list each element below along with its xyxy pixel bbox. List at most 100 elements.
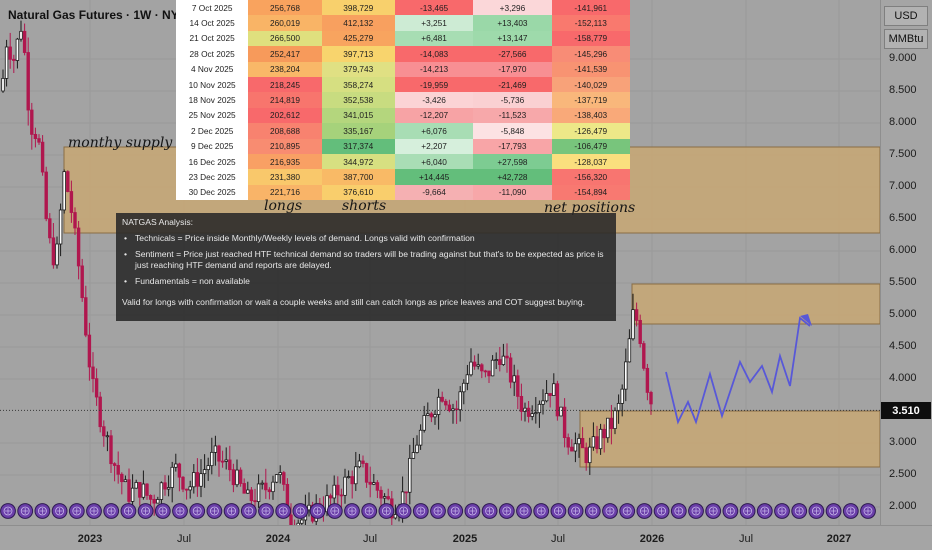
cot-row: 9 Dec 2025 210,895 317,374 +2,207 -17,793 -10… [176, 138, 630, 154]
time-tick: 2026 [639, 533, 665, 545]
candle-body [566, 437, 570, 448]
time-tick: Jul [362, 533, 378, 545]
candle-body [375, 482, 380, 491]
cot-row: 7 Oct 2025 256,768 398,729 -13,465 +3,296 -14… [176, 0, 630, 16]
candle-body [181, 476, 185, 490]
candle-body [328, 495, 333, 499]
candle-body [530, 413, 534, 417]
cot-cell-net: -152,113 [551, 15, 630, 31]
candle-body [440, 396, 444, 402]
candle-body [192, 472, 196, 488]
candle-body [357, 460, 362, 468]
price-axis[interactable]: USD MMBtu 9.000 8.500 8.000 7.500 7.000 6.500… [880, 0, 932, 525]
event-marker-icon [313, 506, 323, 516]
cot-cell-longs: 260,019 [248, 15, 322, 31]
event-marker-icon [640, 506, 649, 516]
candle-body [44, 171, 48, 220]
cot-cell-chg1: -9,664 [394, 184, 474, 201]
candle-body [84, 297, 88, 336]
candle-body [217, 445, 221, 462]
candle-body [271, 481, 275, 493]
cot-cell-chg1: +6,481 [394, 30, 474, 47]
candle-body [436, 396, 441, 415]
symbol-title[interactable]: Natural Gas Futures · 1W · NYMEX [8, 8, 205, 22]
time-tick: 2027 [826, 533, 852, 545]
event-marker-icon [726, 506, 735, 516]
cot-cell-shorts: 335,167 [321, 123, 395, 139]
event-marker-icon [227, 506, 237, 516]
candle-body [177, 463, 182, 478]
candle-body [170, 466, 174, 488]
candle-body [256, 483, 261, 503]
candle-body [498, 359, 502, 365]
candle-body [519, 395, 524, 412]
candle-body [26, 52, 30, 111]
unit-button[interactable]: MMBtu [884, 29, 928, 49]
time-tick: 2025 [452, 533, 478, 545]
candle-body [238, 469, 243, 484]
candle-body [534, 412, 538, 415]
chart-plot-area[interactable]: Natural Gas Futures · 1W · NYMEX 7 Oct 2… [0, 0, 880, 525]
candle-body [141, 483, 146, 498]
candle-body [516, 375, 520, 397]
time-axis[interactable]: 2023 Jul 2024 Jul 2025 Jul 2026 Jul 2027 [0, 525, 932, 550]
event-marker-icon [3, 506, 13, 516]
event-marker-icon [760, 506, 770, 516]
event-marker-icon [622, 506, 632, 516]
cot-cell-chg1: -12,207 [394, 107, 474, 124]
currency-button[interactable]: USD [884, 6, 928, 26]
event-marker-icon [450, 506, 460, 516]
candle-body [624, 361, 628, 390]
event-marker-icon [244, 506, 254, 516]
cot-cell-shorts: 379,743 [321, 61, 395, 77]
candle-body [109, 435, 113, 465]
cot-row: 4 Nov 2025 238,204 379,743 -14,213 -17,970 -1… [176, 61, 630, 77]
cot-cell-net: -145,296 [551, 46, 630, 62]
candle-body [206, 465, 210, 471]
event-marker-icon [433, 506, 443, 516]
cot-cell-shorts: 425,279 [321, 30, 395, 47]
event-marker-icon [399, 506, 409, 516]
analysis-note[interactable]: NATGAS Analysis: Technicals = Price insi… [116, 213, 616, 321]
candle-body [224, 459, 228, 462]
event-marker-icon [657, 506, 666, 516]
candle-body [512, 375, 516, 383]
candle-body [465, 374, 470, 384]
candle-body [102, 426, 106, 437]
cot-cell-date: 23 Dec 2025 [176, 169, 249, 185]
event-marker-icon [502, 506, 512, 516]
candle-body [159, 482, 164, 500]
cot-cell-longs: 231,380 [248, 169, 322, 185]
candle-body [429, 413, 434, 418]
candle-body [8, 46, 12, 60]
cot-cell-longs: 238,204 [248, 61, 322, 77]
candle-body [37, 138, 41, 143]
cot-row: 18 Nov 2025 214,819 352,538 -3,426 -5,736 -13… [176, 92, 630, 108]
cot-cell-longs: 214,819 [248, 92, 322, 108]
candle-body [332, 484, 336, 499]
candle-body [559, 406, 563, 417]
event-marker-icon [38, 506, 47, 516]
candle-body [188, 486, 192, 491]
weekly-supply-zone [631, 283, 880, 325]
time-tick: Jul [176, 533, 192, 545]
cot-cell-longs: 266,500 [248, 30, 322, 47]
cot-cell-date: 4 Nov 2025 [176, 61, 249, 77]
cot-cell-chg2: +3,296 [473, 0, 552, 16]
candle-body [620, 388, 624, 404]
cot-cell-chg2: -21,469 [473, 76, 552, 93]
cot-cell-net: -158,779 [551, 30, 630, 47]
event-marker-icon [605, 506, 615, 516]
candle-body [343, 476, 347, 496]
event-marker-icon [55, 506, 64, 516]
price-tick: 7.500 [889, 148, 917, 160]
candle-body [51, 237, 56, 266]
candle-body [267, 489, 272, 493]
candle-body [595, 436, 599, 450]
price-tick: 2.500 [889, 468, 917, 480]
cot-cell-chg2: -5,736 [473, 92, 552, 108]
candle-body [76, 227, 81, 267]
candle-body [562, 406, 567, 439]
cot-cell-longs: 210,895 [248, 138, 322, 154]
candle-body [494, 359, 498, 361]
